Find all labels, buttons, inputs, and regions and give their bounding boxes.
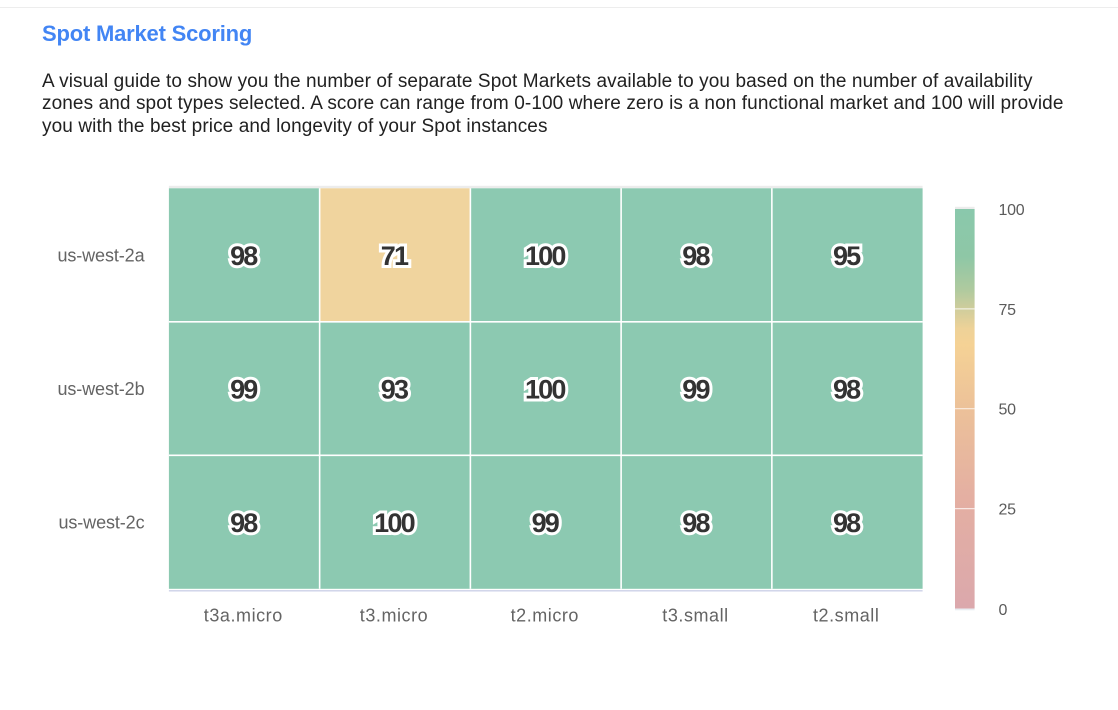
svg-text:0: 0 — [999, 602, 1008, 619]
svg-text:25: 25 — [999, 502, 1017, 519]
svg-text:99: 99 — [532, 508, 560, 538]
svg-text:100: 100 — [374, 508, 414, 538]
svg-text:98: 98 — [682, 508, 710, 538]
svg-text:71: 71 — [381, 241, 409, 271]
svg-text:98: 98 — [230, 508, 258, 538]
svg-text:100: 100 — [525, 374, 565, 404]
svg-text:75: 75 — [999, 302, 1017, 319]
svg-text:50: 50 — [999, 402, 1017, 419]
svg-text:us-west-2a: us-west-2a — [57, 246, 145, 266]
svg-text:93: 93 — [381, 374, 409, 404]
svg-text:t2.micro: t2.micro — [511, 606, 579, 626]
svg-text:95: 95 — [833, 241, 861, 271]
svg-text:100: 100 — [999, 202, 1025, 219]
svg-text:99: 99 — [230, 374, 258, 404]
svg-text:99: 99 — [682, 374, 710, 404]
svg-text:t2.small: t2.small — [813, 606, 879, 626]
svg-text:us-west-2b: us-west-2b — [57, 379, 144, 399]
svg-text:t3.micro: t3.micro — [360, 606, 428, 626]
svg-text:98: 98 — [833, 508, 861, 538]
svg-text:t3a.micro: t3a.micro — [204, 606, 283, 626]
svg-text:98: 98 — [230, 241, 258, 271]
svg-text:us-west-2c: us-west-2c — [58, 513, 144, 533]
svg-text:100: 100 — [525, 241, 565, 271]
svg-text:98: 98 — [833, 374, 861, 404]
svg-text:98: 98 — [682, 241, 710, 271]
svg-text:t3.small: t3.small — [662, 606, 728, 626]
